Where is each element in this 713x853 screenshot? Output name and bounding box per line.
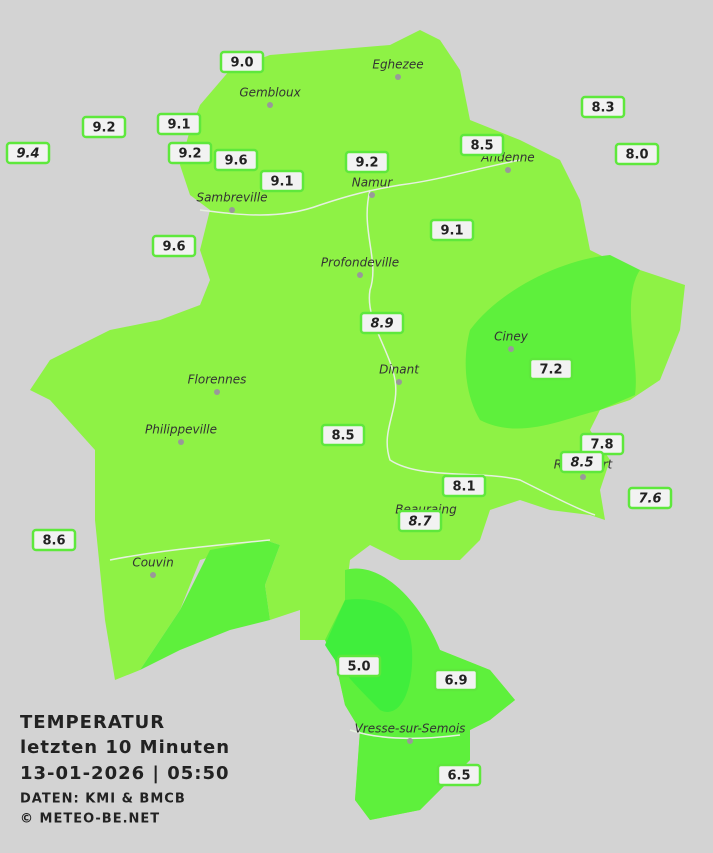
station-box: [429, 218, 475, 242]
station-box: [397, 509, 443, 533]
station-temp: 8.0: [625, 148, 648, 163]
city-name: Eghezee: [372, 58, 423, 72]
legend-text: letzten 10 Minuten: [20, 737, 230, 758]
city-dot: [395, 74, 401, 80]
city-dot: [150, 572, 156, 578]
station-temp: 9.1: [270, 175, 293, 190]
station-box: [359, 311, 405, 335]
city-name: Namur: [352, 176, 394, 190]
legend-text: TEMPERATUR: [20, 712, 165, 733]
city-dot: [214, 389, 220, 395]
city-dot: [508, 346, 514, 352]
station-temp: 8.6: [42, 534, 65, 549]
city-dot: [407, 738, 413, 744]
legend-text: 13-01-2026 | 05:50: [20, 763, 230, 784]
station-box: [151, 234, 197, 258]
station-temp: 9.2: [92, 121, 115, 136]
station-box: [433, 668, 479, 692]
station-box: [31, 528, 77, 552]
station-temp: 8.5: [470, 139, 493, 154]
station-temp: 8.1: [452, 480, 475, 495]
city-dot: [357, 272, 363, 278]
station-temp: 8.5: [331, 429, 354, 444]
station-box: [559, 450, 605, 474]
city-name: Philippeville: [145, 423, 217, 437]
station-box: [528, 357, 574, 381]
station-box: [320, 423, 366, 447]
warm-zone: [465, 255, 640, 429]
station-temp: 9.1: [440, 224, 463, 239]
station-temp: 7.2: [539, 363, 562, 378]
city-name: Sambreville: [196, 191, 267, 205]
station-temp: 8.3: [591, 101, 614, 116]
city-dot: [267, 102, 273, 108]
city-name: Vresse-sur-Semois: [355, 722, 466, 736]
station-temp: 8.7: [408, 515, 432, 530]
city-dot: [580, 474, 586, 480]
station-temp: 9.4: [16, 147, 39, 162]
cold-zone: [140, 540, 280, 670]
station-box: [344, 150, 390, 174]
city-name: Ciney: [494, 330, 529, 344]
station-temp: 6.5: [447, 769, 470, 784]
city-dot: [178, 439, 184, 445]
city-dot: [369, 192, 375, 198]
station-box: [441, 474, 487, 498]
station-box: [5, 141, 51, 165]
station-box: [156, 112, 202, 136]
legend-text: © METEO-BE.NET: [20, 812, 160, 827]
city-name: Profondeville: [321, 256, 399, 270]
station-box: [580, 95, 626, 119]
station-box: [259, 169, 305, 193]
station-temp: 9.2: [178, 147, 201, 162]
station-temp: 9.2: [355, 156, 378, 171]
station-box: [614, 142, 660, 166]
station-box: [167, 141, 213, 165]
city-name: Florennes: [188, 373, 247, 387]
station-box: [336, 654, 382, 678]
station-temp: 8.5: [570, 456, 593, 471]
station-box: [627, 486, 673, 510]
river: [109, 159, 596, 739]
city-name: Gembloux: [239, 86, 301, 100]
station-temp: 6.9: [444, 674, 467, 689]
city-name: Dinant: [379, 363, 420, 377]
station-box: [213, 148, 259, 172]
legend-text: DATEN: KMI & BMCB: [20, 792, 186, 807]
station-temp: 9.0: [230, 56, 253, 71]
station-box: [459, 133, 505, 157]
station-temp: 7.6: [638, 492, 661, 507]
station-temp: 9.6: [162, 240, 185, 255]
station-temp: 5.0: [347, 660, 370, 675]
station-box: [81, 115, 127, 139]
station-box: [436, 763, 482, 787]
city-dot: [505, 167, 511, 173]
city-dot: [396, 379, 402, 385]
station-temp: 7.8: [590, 438, 613, 453]
city-dot: [229, 207, 235, 213]
station-temp: 8.9: [370, 317, 393, 332]
city-name: Couvin: [132, 556, 173, 570]
station-temp: 9.1: [167, 118, 190, 133]
station-box: [219, 50, 265, 74]
station-temp: 9.6: [224, 154, 247, 169]
